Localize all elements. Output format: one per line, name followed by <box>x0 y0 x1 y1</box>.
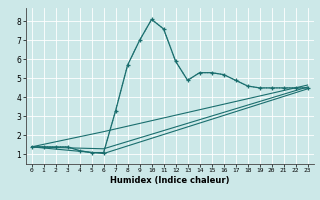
X-axis label: Humidex (Indice chaleur): Humidex (Indice chaleur) <box>110 176 229 185</box>
